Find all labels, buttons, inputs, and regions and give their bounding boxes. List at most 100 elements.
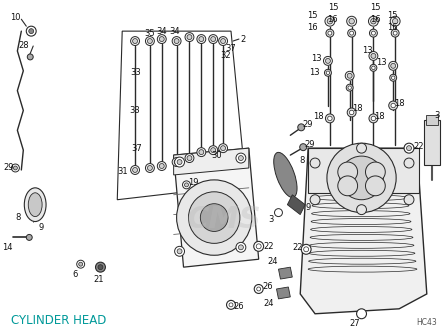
Circle shape <box>328 116 332 121</box>
Circle shape <box>174 160 179 165</box>
Circle shape <box>221 39 226 43</box>
Circle shape <box>145 164 154 172</box>
Circle shape <box>338 176 358 196</box>
Circle shape <box>182 181 190 189</box>
Circle shape <box>328 31 332 35</box>
Circle shape <box>371 116 376 121</box>
Text: 22: 22 <box>292 243 302 252</box>
Circle shape <box>370 64 377 71</box>
Circle shape <box>159 164 164 168</box>
Circle shape <box>26 26 36 36</box>
Text: CMS: CMS <box>187 205 261 234</box>
Text: 16: 16 <box>387 23 397 32</box>
Circle shape <box>98 265 103 270</box>
Polygon shape <box>287 195 305 215</box>
Circle shape <box>326 114 334 123</box>
Text: 34: 34 <box>157 27 167 36</box>
Circle shape <box>229 303 233 307</box>
Text: 13: 13 <box>311 54 322 63</box>
Text: 33: 33 <box>130 106 140 115</box>
Text: 15: 15 <box>328 3 338 12</box>
Circle shape <box>200 204 228 231</box>
Circle shape <box>372 66 375 69</box>
Circle shape <box>254 241 264 251</box>
Circle shape <box>177 160 182 165</box>
Text: 37: 37 <box>132 144 142 153</box>
Text: 13: 13 <box>309 68 319 77</box>
Circle shape <box>236 242 246 252</box>
Circle shape <box>389 101 398 110</box>
Text: 18: 18 <box>352 104 363 113</box>
Text: 28: 28 <box>18 40 29 49</box>
Circle shape <box>197 148 206 157</box>
Text: 16: 16 <box>370 15 381 24</box>
Text: 27: 27 <box>349 319 360 328</box>
Circle shape <box>389 61 398 70</box>
Circle shape <box>404 143 414 153</box>
Circle shape <box>347 108 356 117</box>
Circle shape <box>236 153 246 163</box>
Text: 16: 16 <box>327 15 338 24</box>
Circle shape <box>372 31 376 35</box>
Circle shape <box>392 76 395 79</box>
Bar <box>426 116 438 125</box>
Circle shape <box>323 56 332 65</box>
Circle shape <box>189 192 240 243</box>
Circle shape <box>326 58 330 63</box>
Circle shape <box>209 146 218 155</box>
Ellipse shape <box>28 193 42 216</box>
Circle shape <box>347 16 357 26</box>
Circle shape <box>77 260 85 268</box>
Circle shape <box>177 249 182 254</box>
Circle shape <box>274 209 282 216</box>
Circle shape <box>340 156 383 200</box>
Circle shape <box>211 37 216 41</box>
Circle shape <box>219 37 227 45</box>
Circle shape <box>391 103 396 108</box>
Circle shape <box>197 35 206 43</box>
Text: 29: 29 <box>303 120 314 129</box>
Circle shape <box>257 287 260 291</box>
Text: 9: 9 <box>306 203 311 212</box>
Ellipse shape <box>274 152 297 197</box>
Circle shape <box>239 156 244 161</box>
Circle shape <box>348 86 351 90</box>
Circle shape <box>185 154 194 163</box>
Circle shape <box>371 18 376 24</box>
Polygon shape <box>117 31 246 200</box>
Text: 26: 26 <box>262 283 273 292</box>
Text: 15: 15 <box>370 3 380 12</box>
Circle shape <box>324 69 331 76</box>
Circle shape <box>13 166 17 170</box>
Text: HC43: HC43 <box>416 318 437 327</box>
Text: 9: 9 <box>38 223 44 232</box>
Bar <box>308 148 419 193</box>
Circle shape <box>132 39 137 43</box>
Circle shape <box>199 37 204 41</box>
Text: 15: 15 <box>387 11 397 20</box>
Text: CYLINDER HEAD: CYLINDER HEAD <box>12 314 107 327</box>
Text: 3: 3 <box>268 215 273 224</box>
Polygon shape <box>173 148 249 175</box>
Circle shape <box>369 29 377 37</box>
Circle shape <box>256 244 261 249</box>
Circle shape <box>338 162 358 182</box>
Text: 32: 32 <box>221 51 231 60</box>
Circle shape <box>29 29 34 34</box>
Text: 33: 33 <box>131 68 141 77</box>
Circle shape <box>393 31 397 35</box>
Circle shape <box>199 150 204 155</box>
Text: 22: 22 <box>263 242 274 251</box>
Circle shape <box>369 51 378 60</box>
Circle shape <box>391 63 396 68</box>
Circle shape <box>159 37 164 41</box>
Text: 30: 30 <box>211 151 222 160</box>
Text: 6: 6 <box>72 270 78 279</box>
Circle shape <box>187 156 192 161</box>
Circle shape <box>368 16 378 26</box>
Text: 8: 8 <box>300 156 305 165</box>
Circle shape <box>404 195 414 205</box>
Circle shape <box>327 18 333 24</box>
Circle shape <box>187 35 192 39</box>
Text: 18: 18 <box>374 112 384 121</box>
